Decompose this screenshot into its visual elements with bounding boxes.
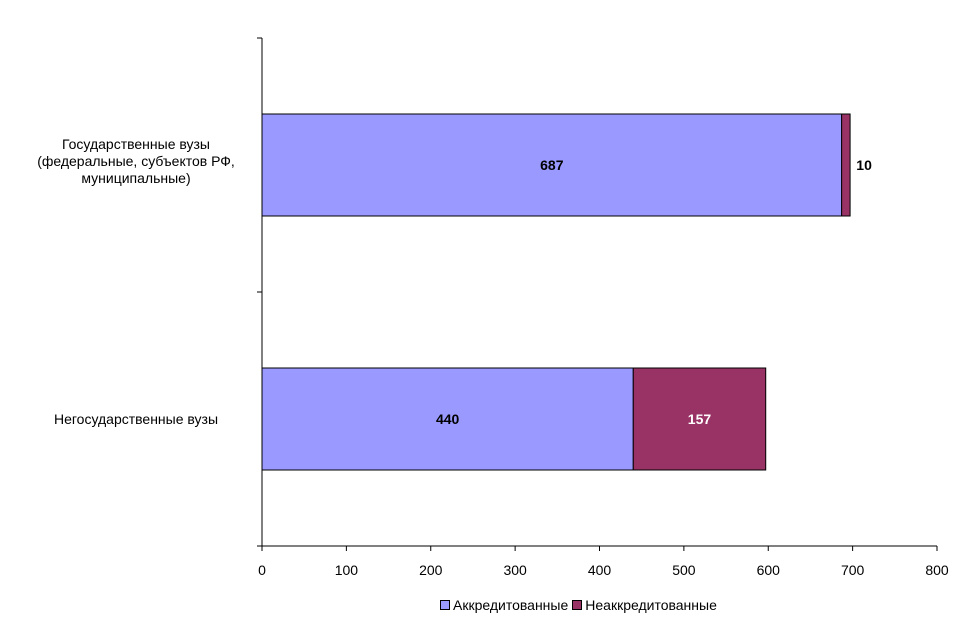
- x-tick-label: 100: [335, 562, 359, 578]
- category-label-line: муниципальные): [81, 170, 191, 186]
- category-label-state: Государственные вузы (федеральные, субъе…: [20, 136, 252, 187]
- x-tick-label: 200: [419, 562, 443, 578]
- data-label: 440: [436, 411, 460, 427]
- x-tick-label: 600: [757, 562, 781, 578]
- category-label-line: Негосударственные вузы: [53, 411, 219, 427]
- category-label-line: (федеральные, субъектов РФ,: [37, 153, 235, 169]
- legend-label-accredited: Аккредитованные: [453, 597, 569, 613]
- x-tick-label: 0: [258, 562, 266, 578]
- category-label-private: Негосударственные вузы: [20, 411, 252, 428]
- legend-item-accredited: Аккредитованные: [440, 597, 568, 613]
- bar-segment: [841, 113, 851, 217]
- data-label: 157: [688, 411, 712, 427]
- legend-swatch-non-accredited: [572, 600, 583, 610]
- legend: Аккредитованные Неаккредитованные: [440, 597, 721, 613]
- category-label-line: Государственные вузы: [62, 136, 210, 152]
- x-tick-label: 400: [588, 562, 612, 578]
- x-tick-label: 800: [925, 562, 949, 578]
- bar-segment: [632, 367, 767, 471]
- data-label: 687: [540, 157, 564, 173]
- legend-label-non-accredited: Неаккредитованные: [585, 597, 717, 613]
- x-tick-label: 700: [841, 562, 865, 578]
- data-label: 10: [856, 157, 872, 173]
- x-tick-label: 300: [503, 562, 527, 578]
- legend-item-non-accredited: Неаккредитованные: [572, 597, 717, 613]
- bar-segment: [261, 113, 843, 217]
- x-tick-label: 500: [672, 562, 696, 578]
- legend-swatch-accredited: [440, 600, 450, 610]
